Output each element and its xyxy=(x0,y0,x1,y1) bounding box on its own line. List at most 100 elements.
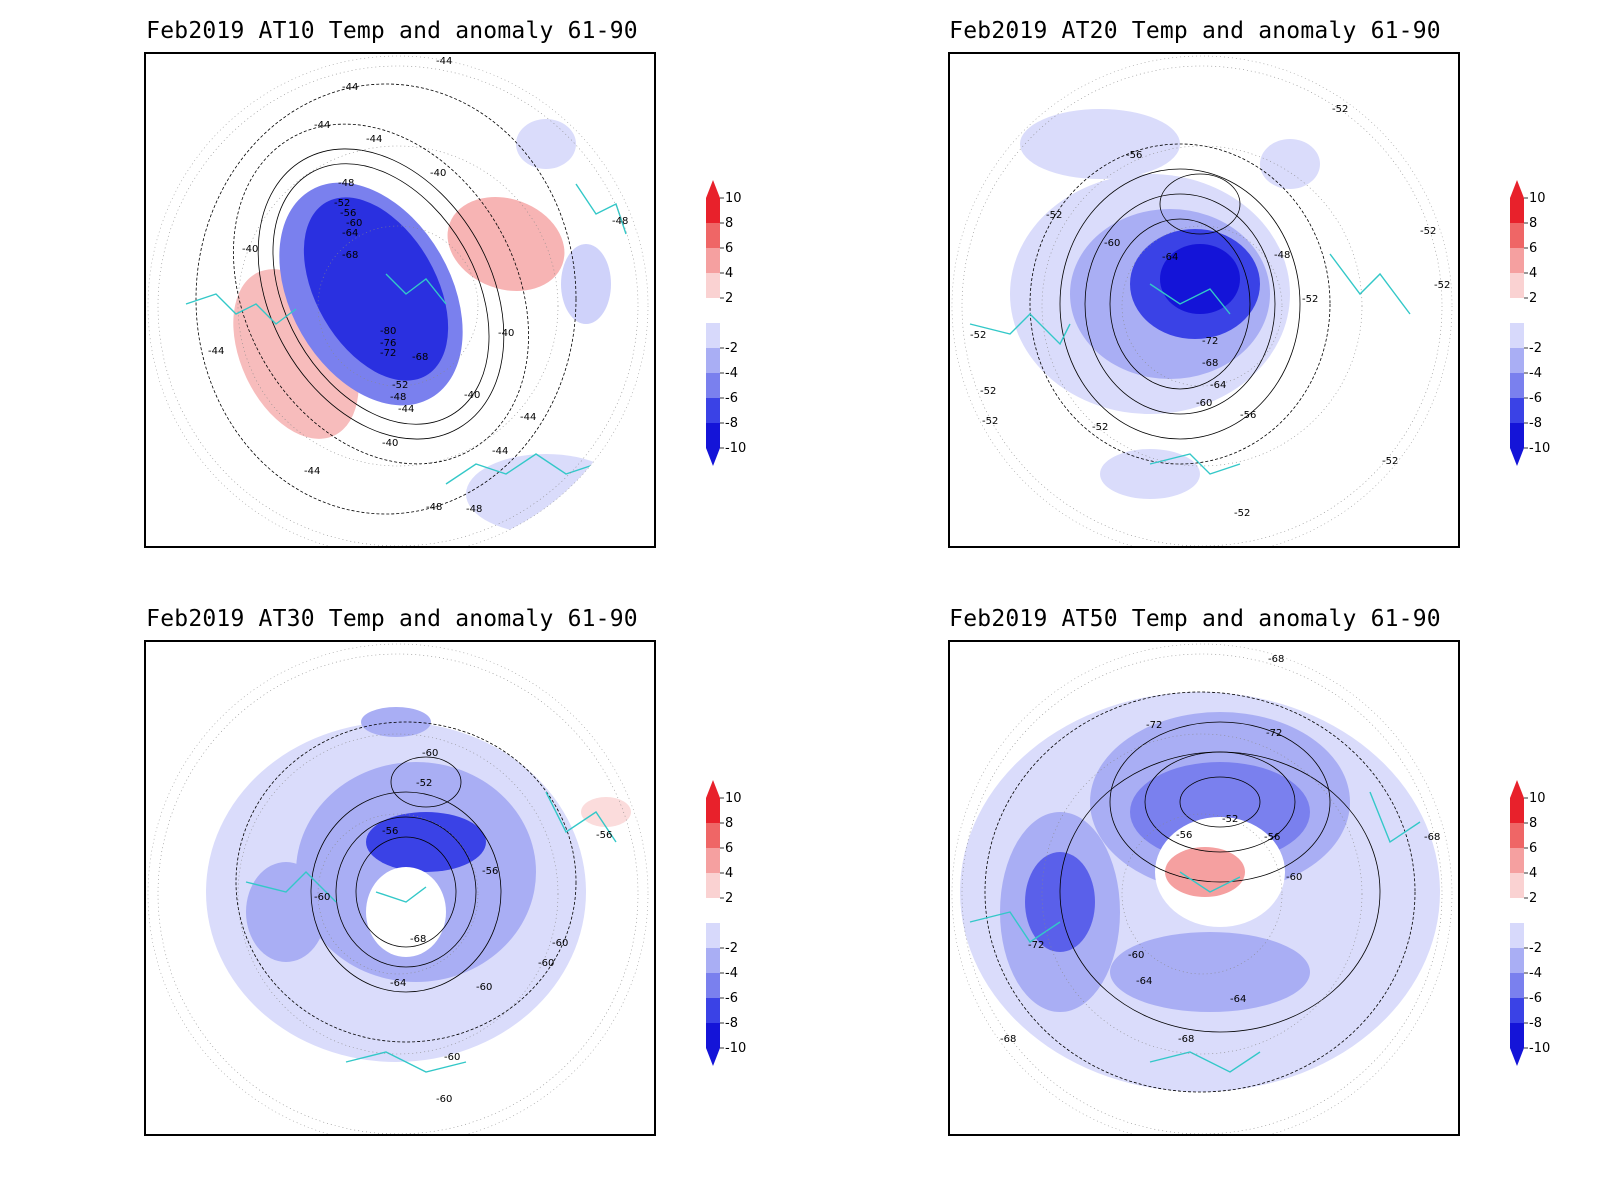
colorbar-label: 8 xyxy=(1529,816,1537,831)
colorbar-label: 2 xyxy=(725,291,733,306)
colorbar-label: -6 xyxy=(1529,391,1542,406)
colorbar-swatch xyxy=(706,998,720,1023)
contour-label: -44 xyxy=(208,346,224,357)
contour-label: -52 xyxy=(1046,210,1062,221)
contour-label: -48 xyxy=(1274,250,1290,261)
colorbar-arrow-top xyxy=(1510,180,1524,198)
colorbar-swatch xyxy=(706,298,720,323)
contour-label: -68 xyxy=(1268,654,1284,665)
contour-label: -52 xyxy=(982,416,998,427)
contour-label: -48 xyxy=(426,502,442,513)
colorbar-swatch xyxy=(706,823,720,848)
colorbar-swatch xyxy=(1510,198,1524,223)
colorbar-swatch xyxy=(706,873,720,898)
contour-label: -56 xyxy=(1176,830,1192,841)
colorbar-at30: 10 8 6 4 2 -2 -4 -6 -8 -10 xyxy=(706,780,746,1066)
colorbar-arrow-top xyxy=(706,180,720,198)
colorbar-swatch xyxy=(1510,323,1524,348)
contour-label: -40 xyxy=(430,168,446,179)
colorbar-label: 2 xyxy=(1529,291,1537,306)
colorbar-swatch xyxy=(706,923,720,948)
contour-label: -56 xyxy=(1240,410,1256,421)
contour-label: -44 xyxy=(304,466,320,477)
contour-label: -48 xyxy=(466,504,482,515)
contour-label: -60 xyxy=(436,1094,452,1105)
colorbar-label: 10 xyxy=(725,791,742,806)
contour-label: -64 xyxy=(1210,380,1226,391)
colorbar-arrow-top xyxy=(706,780,720,798)
colorbar-swatch xyxy=(1510,798,1524,823)
colorbar-label: -6 xyxy=(725,391,738,406)
map-at50: -68 -72 -72 -52 -56 -56 -60 -68 -72 -60 … xyxy=(948,640,1460,1136)
contour-label: -52 xyxy=(980,386,996,397)
colorbar-swatch xyxy=(706,898,720,923)
colorbar-swatch xyxy=(1510,373,1524,398)
contour-label: -60 xyxy=(1196,398,1212,409)
colorbar-label: 6 xyxy=(725,241,733,256)
colorbar-swatch xyxy=(706,198,720,223)
colorbar-label: 8 xyxy=(725,216,733,231)
contour-label: -52 xyxy=(392,380,408,391)
contour-label: -52 xyxy=(1302,294,1318,305)
colorbar-label: 2 xyxy=(1529,891,1537,906)
colorbar-swatch xyxy=(1510,898,1524,923)
colorbar-label: 10 xyxy=(1529,791,1546,806)
contour-label: -52 xyxy=(334,198,350,209)
contour-label: -52 xyxy=(1420,226,1436,237)
contour-label: -60 xyxy=(552,938,568,949)
contour-label: -44 xyxy=(342,82,358,93)
colorbar-arrow-bottom xyxy=(706,448,720,466)
colorbar-arrow-top xyxy=(1510,780,1524,798)
contour-label: -64 xyxy=(1136,976,1152,987)
contour-label: -68 xyxy=(1178,1034,1194,1045)
contour-label: -40 xyxy=(382,438,398,449)
contour-label: -52 xyxy=(970,330,986,341)
contour-label: -80 xyxy=(380,326,396,337)
contour-label: -68 xyxy=(342,250,358,261)
colorbar-swatch xyxy=(1510,398,1524,423)
panel-title-at30: Feb2019 AT30 Temp and anomaly 61-90 xyxy=(146,606,638,632)
panel-title-at10: Feb2019 AT10 Temp and anomaly 61-90 xyxy=(146,18,638,44)
colorbar-swatch xyxy=(1510,273,1524,298)
colorbar-label: 2 xyxy=(725,891,733,906)
colorbar-label: 4 xyxy=(1529,866,1537,881)
colorbar-swatch xyxy=(1510,873,1524,898)
colorbar-label: -10 xyxy=(1529,441,1550,456)
contour-label: -40 xyxy=(464,390,480,401)
contour-label: -72 xyxy=(1202,336,1218,347)
contour-label: -40 xyxy=(498,328,514,339)
contour-label: -44 xyxy=(314,120,330,131)
contour-label: -68 xyxy=(412,352,428,363)
colorbar-swatch xyxy=(706,973,720,998)
contour-label: -56 xyxy=(340,208,356,219)
contour-label: -52 xyxy=(1222,814,1238,825)
colorbar-label: 10 xyxy=(1529,191,1546,206)
colorbar-swatch xyxy=(1510,298,1524,323)
contour-label: -68 xyxy=(1000,1034,1016,1045)
colorbar-swatch xyxy=(1510,848,1524,873)
colorbar-label: 4 xyxy=(725,866,733,881)
contour-label: -72 xyxy=(1266,728,1282,739)
colorbar-swatch xyxy=(1510,823,1524,848)
colorbar-label: -6 xyxy=(1529,991,1542,1006)
colorbar-swatch xyxy=(706,223,720,248)
contour-label: -44 xyxy=(520,412,536,423)
colorbar-label: -4 xyxy=(1529,366,1542,381)
contour-label: -40 xyxy=(242,244,258,255)
colorbar-swatch xyxy=(1510,248,1524,273)
colorbar-label: 4 xyxy=(1529,266,1537,281)
colorbar-swatch xyxy=(706,248,720,273)
colorbar-label: -4 xyxy=(725,966,738,981)
colorbar-at50: 10 8 6 4 2 -2 -4 -6 -8 -10 xyxy=(1510,780,1550,1066)
contour-label: -60 xyxy=(444,1052,460,1063)
colorbar-swatch xyxy=(1510,998,1524,1023)
contour-label: -52 xyxy=(1234,508,1250,519)
colorbar-arrow-bottom xyxy=(1510,1048,1524,1066)
contour-label: -44 xyxy=(398,404,414,415)
colorbar-label: -10 xyxy=(1529,1041,1550,1056)
contour-label: -72 xyxy=(1028,940,1044,951)
colorbar-label: -8 xyxy=(725,1016,738,1031)
map-at10: -44 -44 -44 -44 -40 -48 -52 -56 -60 -64 … xyxy=(144,52,656,548)
colorbar-label: -4 xyxy=(1529,966,1542,981)
colorbar-swatch xyxy=(706,373,720,398)
